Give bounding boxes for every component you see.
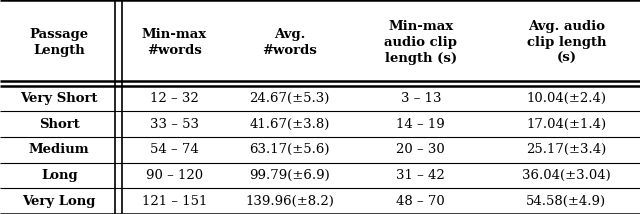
- Text: 31 – 42: 31 – 42: [396, 169, 445, 182]
- Text: 36.04(±3.04): 36.04(±3.04): [522, 169, 611, 182]
- Text: 24.67(±5.3): 24.67(±5.3): [250, 92, 330, 105]
- Text: 14 – 19: 14 – 19: [396, 118, 445, 131]
- Text: 121 – 151: 121 – 151: [141, 195, 207, 208]
- Text: Min-max
#words: Min-max #words: [142, 28, 207, 57]
- Text: 41.67(±3.8): 41.67(±3.8): [250, 118, 330, 131]
- Text: 17.04(±1.4): 17.04(±1.4): [526, 118, 607, 131]
- Text: Short: Short: [39, 118, 79, 131]
- Text: Long: Long: [41, 169, 77, 182]
- Text: Medium: Medium: [29, 143, 90, 156]
- Text: 25.17(±3.4): 25.17(±3.4): [526, 143, 607, 156]
- Text: 3 – 13: 3 – 13: [401, 92, 441, 105]
- Text: Passage
Length: Passage Length: [29, 28, 89, 57]
- Text: 63.17(±5.6): 63.17(±5.6): [250, 143, 330, 156]
- Text: Avg.
#words: Avg. #words: [262, 28, 317, 57]
- Text: 10.04(±2.4): 10.04(±2.4): [526, 92, 607, 105]
- Text: 33 – 53: 33 – 53: [150, 118, 199, 131]
- Text: Avg. audio
clip length
(s): Avg. audio clip length (s): [527, 20, 606, 65]
- Text: 139.96(±8.2): 139.96(±8.2): [245, 195, 334, 208]
- Text: 54.58(±4.9): 54.58(±4.9): [526, 195, 607, 208]
- Text: 90 – 120: 90 – 120: [146, 169, 203, 182]
- Text: 54 – 74: 54 – 74: [150, 143, 199, 156]
- Text: 20 – 30: 20 – 30: [396, 143, 445, 156]
- Text: 99.79(±6.9): 99.79(±6.9): [249, 169, 330, 182]
- Text: Very Long: Very Long: [22, 195, 96, 208]
- Text: 48 – 70: 48 – 70: [396, 195, 445, 208]
- Text: Very Short: Very Short: [20, 92, 98, 105]
- Text: Min-max
audio clip
length (s): Min-max audio clip length (s): [384, 20, 458, 65]
- Text: 12 – 32: 12 – 32: [150, 92, 199, 105]
